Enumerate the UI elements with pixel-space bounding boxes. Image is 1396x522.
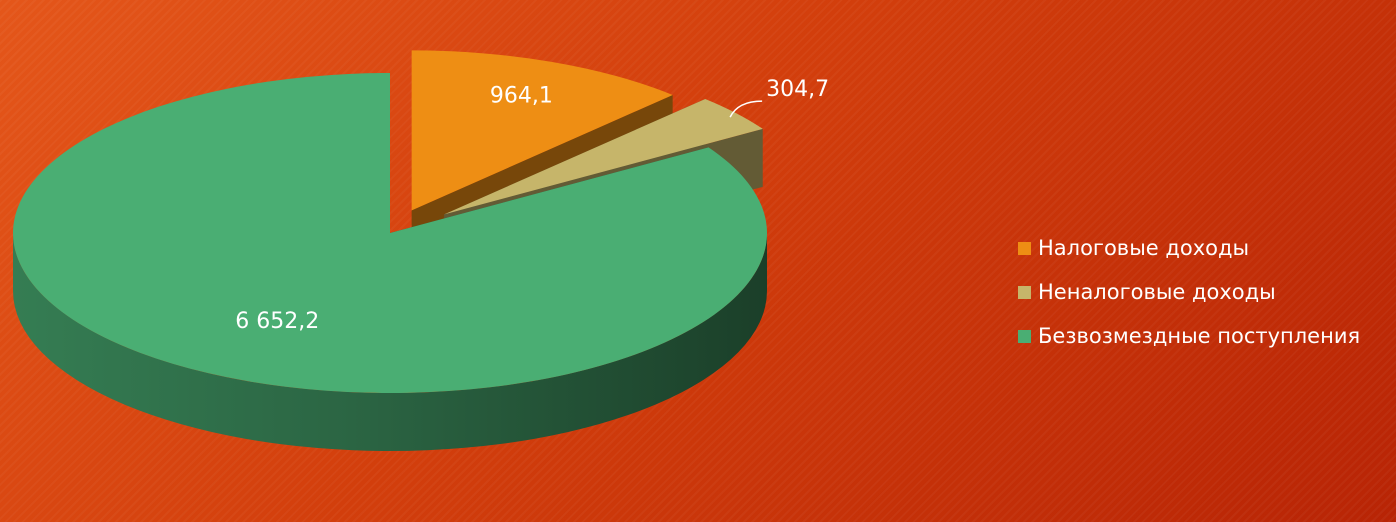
legend-swatch-grants	[1018, 329, 1031, 343]
slice-tax	[411, 50, 673, 211]
legend-swatch-nontax	[1018, 285, 1031, 299]
legend-item-nontax: Неналоговые доходы	[1018, 270, 1360, 314]
legend-item-grants: Безвозмездные поступления	[1018, 314, 1360, 358]
slice-grants	[12, 73, 767, 394]
data-label-nontax: 304,7	[766, 77, 829, 102]
legend-swatch-tax	[1018, 241, 1031, 255]
leader-line-nontax	[729, 100, 763, 118]
data-label-tax: 964,1	[490, 84, 553, 109]
data-label-grants: 6 652,2	[235, 309, 319, 334]
legend-item-tax: Налоговые доходы	[1018, 226, 1360, 270]
legend-label-tax: Налоговые доходы	[1038, 236, 1250, 260]
legend-label-nontax: Неналоговые доходы	[1038, 280, 1276, 304]
slice-nontax	[444, 98, 763, 215]
legend-label-grants: Безвозмездные поступления	[1038, 324, 1361, 348]
slice-side-grants	[13, 233, 767, 451]
chart-legend: Налоговые доходы Неналоговые доходы Безв…	[1018, 226, 1360, 358]
